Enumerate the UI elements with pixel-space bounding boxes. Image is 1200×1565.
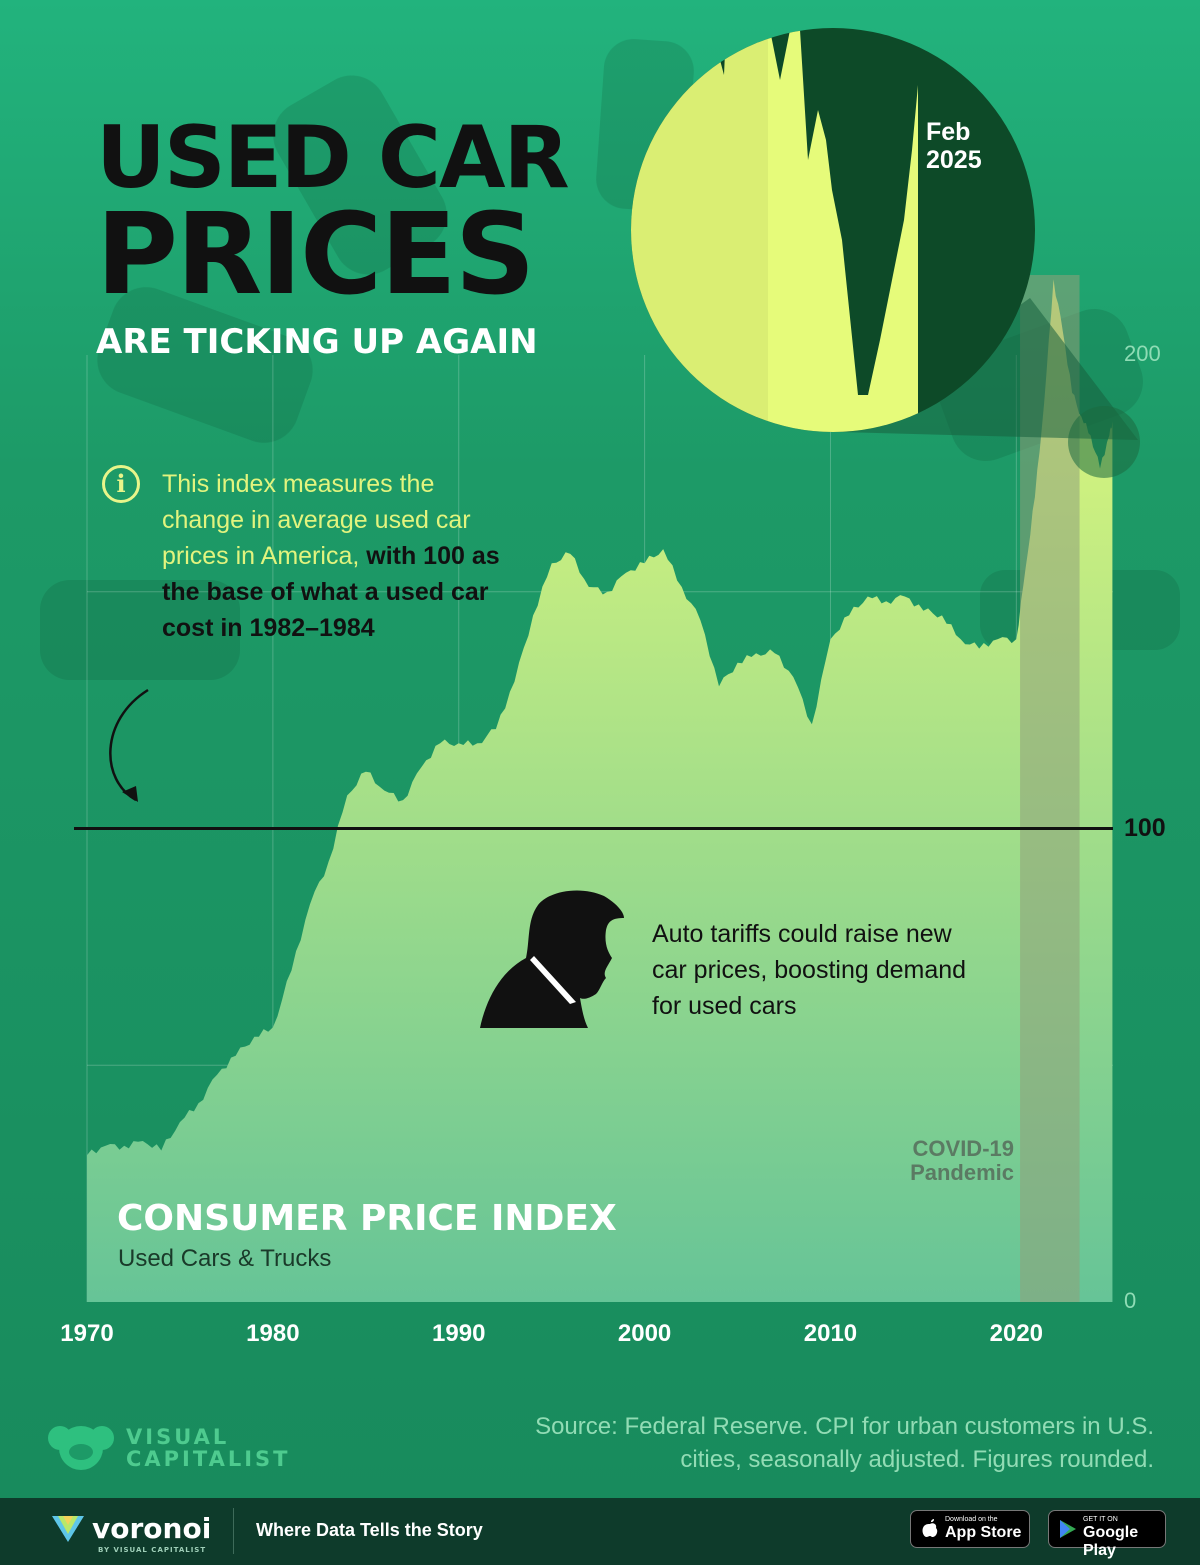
x-tick-label: 2000 [617, 1320, 672, 1347]
vc-line2: CAPITALIST [126, 1447, 291, 1471]
app-store-small: Download on the [945, 1516, 998, 1523]
voronoi-subtext: BY VISUAL CAPITALIST [98, 1546, 207, 1554]
footer: voronoi BY VISUAL CAPITALIST Where Data … [0, 1498, 1200, 1565]
x-tick-label: 2010 [803, 1320, 858, 1347]
zoom-label-year: 2025 [926, 146, 982, 174]
voronoi-wordmark: voronoi [92, 1512, 212, 1545]
tagline: Where Data Tells the Story [256, 1520, 483, 1540]
subtitle: ARE TICKING UP AGAIN [96, 322, 538, 362]
covid-label: COVID-19 Pandemic [880, 1137, 1014, 1185]
google-play-icon [1060, 1520, 1076, 1538]
title-line2: PRICES [96, 190, 535, 320]
zoom-inset [631, 28, 1035, 432]
info-arrow [109, 688, 149, 802]
info-icon: i [102, 465, 140, 503]
visual-capitalist-wordmark: VISUAL CAPITALIST [126, 1426, 290, 1470]
reference-label: 100 [1124, 814, 1166, 842]
vc-line1: VISUAL [126, 1425, 230, 1449]
visual-capitalist-logo-icon [48, 1426, 114, 1470]
covid-label-line2: Pandemic [910, 1160, 1014, 1185]
y-tick-label: 200 [1124, 341, 1161, 366]
info-note: This index measures the change in averag… [162, 466, 522, 646]
chart-title: CONSUMER PRICE INDEX [117, 1198, 617, 1239]
voronoi-logo-icon [52, 1516, 84, 1542]
zoom-label-month: Feb [926, 118, 971, 146]
x-tick-label: 1970 [60, 1320, 114, 1347]
x-tick-label: 1990 [432, 1320, 486, 1347]
footer-divider [233, 1508, 234, 1554]
x-tick-label: 1980 [246, 1320, 300, 1347]
tariff-annotation: Auto tariffs could raise new car prices,… [652, 920, 967, 1020]
app-store-label: App Store [945, 1524, 1022, 1541]
zoom-target-circle [1068, 406, 1140, 478]
chart [40, 28, 1180, 1302]
x-tick-label: 2020 [989, 1320, 1044, 1347]
trump-silhouette-icon [480, 890, 624, 1028]
source-note: Source: Federal Reserve. CPI for urban c… [535, 1413, 1154, 1473]
apple-icon [922, 1519, 938, 1537]
y-tick-label: 0 [1124, 1288, 1137, 1313]
chart-subtitle: Used Cars & Trucks [118, 1245, 332, 1272]
series-area [87, 279, 1113, 1302]
zoom-label: Feb 2025 [926, 118, 982, 174]
covid-label-line1: COVID-19 [912, 1136, 1014, 1161]
info-note-bold: with 100 as the base of what a used car … [162, 542, 500, 642]
app-store-button[interactable]: Download on the App Store [910, 1510, 1030, 1548]
google-play-small: GET IT ON [1083, 1516, 1118, 1523]
google-play-label: Google Play [1083, 1524, 1139, 1559]
google-play-button[interactable]: GET IT ON Google Play [1048, 1510, 1166, 1559]
title-line1: USED CAR [96, 108, 570, 208]
info-note-highlight: This index measures the change in averag… [162, 470, 471, 570]
